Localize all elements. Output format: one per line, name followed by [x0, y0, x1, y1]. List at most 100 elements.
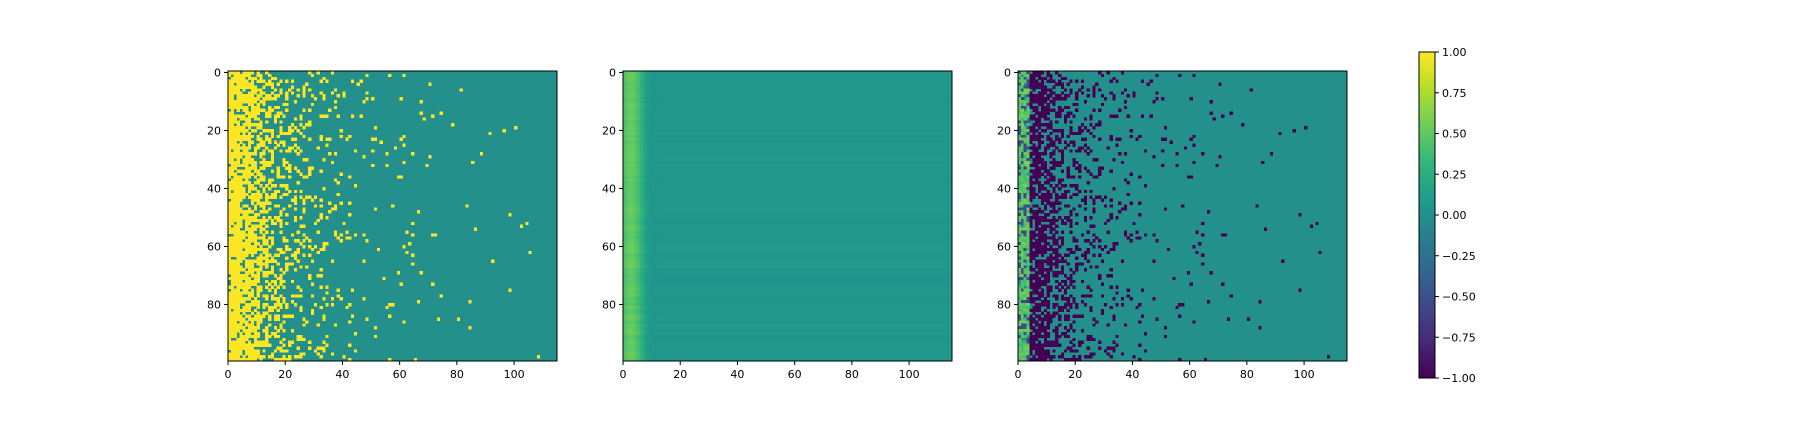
heatmap-cell	[296, 259, 300, 263]
heatmap-cell	[293, 250, 298, 255]
heatmap-cell	[296, 334, 300, 339]
heatmap-cell	[245, 73, 249, 78]
heatmap-cell	[909, 102, 913, 107]
heatmap-cell	[869, 143, 873, 147]
heatmap-cell	[273, 349, 277, 353]
heatmap-cell	[734, 88, 738, 92]
heatmap-cell	[259, 94, 263, 98]
heatmap-cell	[834, 120, 838, 124]
heatmap-cell	[811, 140, 816, 144]
heatmap-cell	[851, 73, 856, 78]
heatmap-cell	[731, 76, 735, 81]
heatmap-cell	[883, 105, 887, 110]
heatmap-cell	[705, 123, 710, 127]
heatmap-cell	[685, 129, 690, 133]
heatmap-cell	[760, 117, 764, 121]
heatmap-cell	[788, 85, 793, 89]
heatmap-cell	[720, 131, 724, 136]
heatmap-cell	[720, 140, 724, 144]
heatmap-cell	[891, 73, 896, 78]
heatmap-cell	[245, 271, 249, 275]
heatmap-cell	[917, 85, 921, 89]
heatmap-cell	[279, 224, 283, 228]
heatmap-cell	[691, 129, 695, 133]
heatmap-cell	[230, 305, 235, 310]
heatmap-cell	[634, 73, 638, 78]
heatmap-cell	[857, 102, 861, 107]
heatmap-cell	[754, 152, 758, 156]
heatmap-cell	[643, 79, 647, 83]
heatmap-cell	[871, 88, 876, 92]
heatmap-cell	[634, 114, 638, 118]
heatmap-cell	[760, 91, 764, 95]
heatmap-cell	[302, 317, 306, 321]
heatmap-cell	[909, 94, 913, 98]
heatmap-cell	[883, 79, 887, 83]
heatmap-cell	[677, 71, 681, 75]
heatmap-cell	[242, 71, 246, 75]
heatmap-cell	[233, 259, 237, 263]
heatmap-cell	[688, 152, 693, 156]
heatmap-cell	[817, 123, 821, 127]
heatmap-cell	[228, 271, 232, 275]
heatmap-cell	[228, 172, 232, 176]
heatmap-cell	[268, 129, 272, 133]
heatmap-cell	[723, 111, 727, 115]
heatmap-cell	[708, 105, 713, 110]
heatmap-cell	[817, 102, 821, 107]
heatmap-cell	[714, 137, 718, 141]
heatmap-cell	[717, 155, 721, 159]
heatmap-cell	[831, 76, 836, 81]
heatmap-cell	[665, 155, 670, 159]
heatmap-cell	[903, 97, 907, 101]
heatmap-cell	[230, 158, 235, 162]
heatmap-cell	[831, 79, 836, 83]
heatmap-cell	[840, 76, 844, 81]
heatmap-cell	[643, 140, 647, 144]
heatmap-cell	[293, 216, 298, 220]
heatmap-cell	[849, 134, 853, 139]
heatmap-cell	[740, 94, 744, 98]
heatmap-cell	[242, 126, 246, 130]
heatmap-cell	[268, 181, 272, 185]
heatmap-cell	[228, 303, 232, 307]
heatmap-cell	[657, 108, 661, 112]
heatmap-cell	[929, 71, 933, 75]
heatmap-cell	[270, 285, 275, 289]
heatmap-cell	[253, 224, 257, 228]
heatmap-cell	[926, 82, 930, 86]
heatmap-cell	[245, 305, 249, 310]
heatmap-cell	[262, 216, 266, 220]
heatmap-cell	[245, 282, 249, 286]
heatmap-cell	[502, 129, 506, 133]
heatmap-cell	[253, 308, 257, 313]
heatmap-cell	[780, 152, 784, 156]
heatmap-cell	[230, 172, 235, 176]
heatmap-cell	[754, 123, 758, 127]
heatmap-cell	[734, 85, 738, 89]
heatmap-cell	[265, 134, 269, 139]
heatmap-cell	[763, 137, 767, 141]
heatmap-cell	[705, 105, 710, 110]
heatmap-cell	[640, 76, 644, 81]
heatmap-cell	[651, 146, 655, 150]
heatmap-cell	[514, 126, 518, 130]
heatmap-cell	[889, 73, 893, 78]
heatmap-cell	[648, 73, 652, 78]
heatmap-cell	[242, 311, 246, 315]
heatmap-cell	[914, 111, 919, 115]
heatmap-cell	[703, 134, 707, 139]
heatmap-cell	[783, 108, 787, 112]
heatmap-cell	[934, 76, 939, 81]
heatmap-cell	[814, 114, 818, 118]
heatmap-cell	[674, 120, 678, 124]
heatmap-cell	[668, 129, 672, 133]
heatmap-cell	[940, 140, 944, 144]
heatmap-cell	[256, 332, 260, 336]
heatmap-cell	[894, 82, 898, 86]
heatmap-cell	[760, 123, 764, 127]
heatmap-cell	[660, 137, 664, 141]
heatmap-cell	[911, 131, 916, 136]
heatmap-cell	[786, 76, 790, 81]
heatmap-cell	[270, 268, 275, 272]
